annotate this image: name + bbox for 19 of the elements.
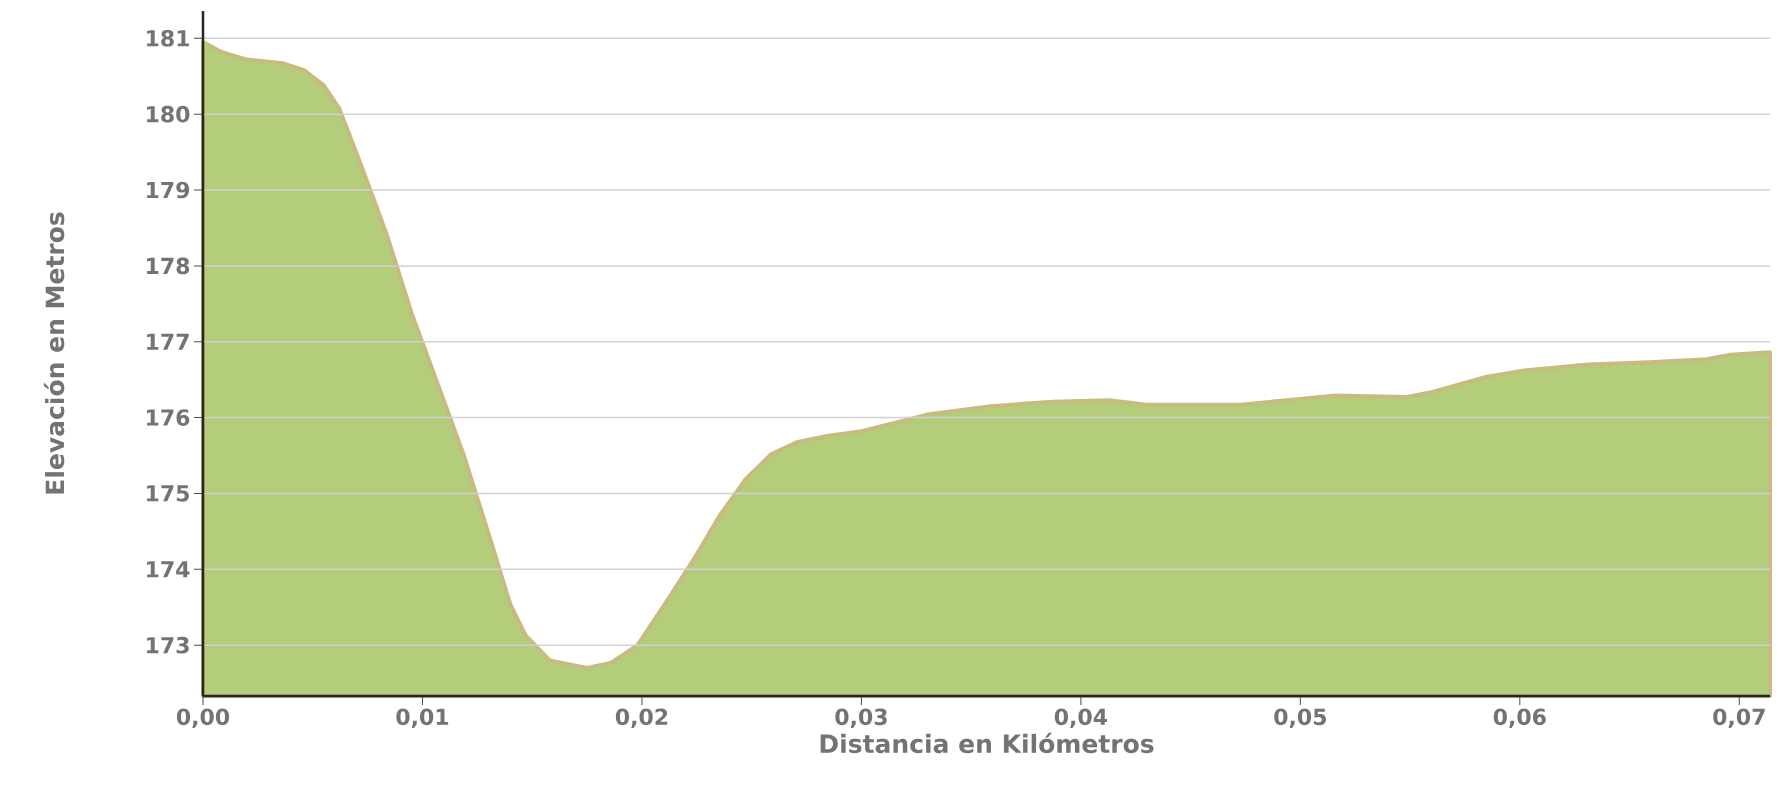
x-tick-label: 0,05 [1274,708,1326,728]
x-tick-label: 0,01 [396,708,449,728]
y-tick-label: 178 [147,257,190,275]
y-tick-label: 173 [147,636,189,654]
y-tick-label: 175 [147,485,189,502]
y-tick-label: 180 [147,105,190,123]
x-tick-label: 0,03 [835,708,887,728]
x-axis-title: Distancia en Kilómetros [820,732,1154,754]
y-tick-label: 179 [147,181,190,199]
y-tick-label: 181 [147,29,189,47]
x-tick-label: 0,00 [176,708,230,728]
y-axis-title: Elevación en Metros [43,212,65,494]
y-tick-label: 177 [147,333,189,350]
y-tick-label: 176 [147,409,190,426]
y-tick-label: 174 [147,561,190,578]
x-tick-label: 0,04 [1054,708,1108,728]
x-tick-label: 0,06 [1493,708,1546,728]
x-tick-label: 0,02 [615,708,668,728]
x-tick-label: 0,07 [1713,708,1765,728]
